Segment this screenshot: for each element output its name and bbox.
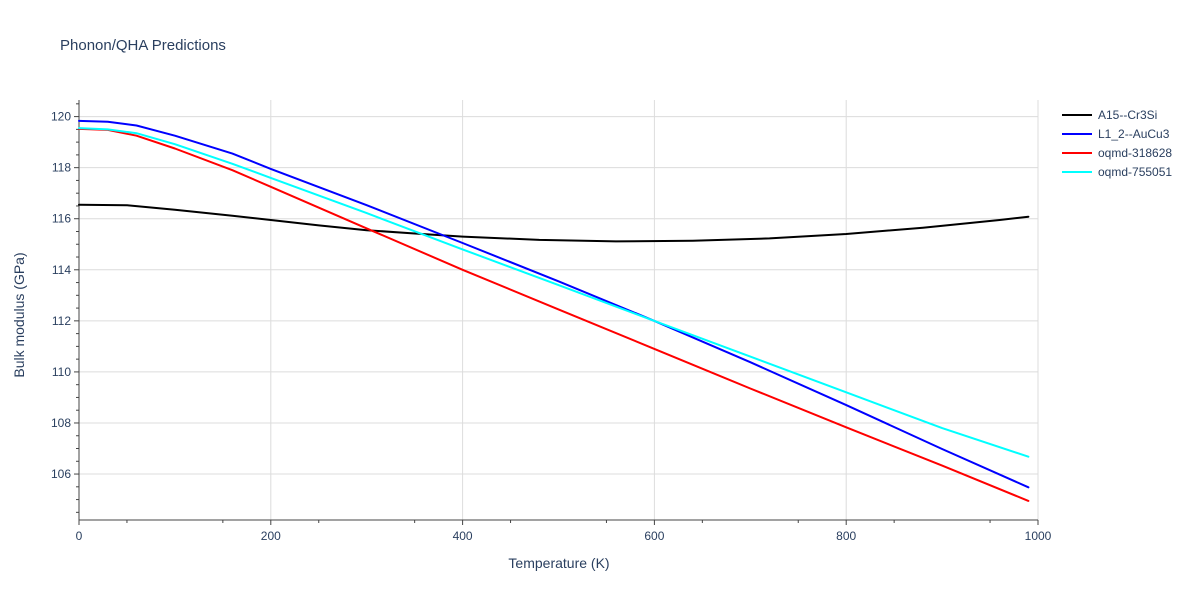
y-tick-label: 108 (51, 416, 71, 430)
plot-area (78, 119, 1030, 502)
x-tick-label: 400 (453, 529, 473, 543)
legend-item[interactable]: oqmd-318628 (1062, 146, 1172, 160)
x-tick-label: 800 (836, 529, 856, 543)
x-tick-label: 600 (644, 529, 664, 543)
legend-label: oqmd-318628 (1098, 146, 1172, 160)
legend-item[interactable]: L1_2--AuCu3 (1062, 127, 1170, 141)
y-tick-label: 120 (51, 110, 71, 124)
legend-label: L1_2--AuCu3 (1098, 127, 1170, 141)
legend-item[interactable]: oqmd-755051 (1062, 165, 1172, 179)
legend-item[interactable]: A15--Cr3Si (1062, 108, 1157, 122)
series-line-L1_2--AuCu3 (78, 119, 1030, 489)
legend-label: oqmd-755051 (1098, 165, 1172, 179)
axes: 0 200 400 600 800 1000 106 108 110 112 114 116 118 12… (51, 100, 1052, 543)
legend: A15--Cr3Si L1_2--AuCu3 oqmd-318628 oqmd-755… (1062, 108, 1172, 179)
x-tick-label: 200 (261, 529, 281, 543)
y-tick-label: 112 (52, 314, 71, 328)
y-tick-label: 116 (52, 212, 71, 226)
y-tick-label: 106 (51, 467, 71, 481)
y-axis-label: Bulk modulus (GPa) (11, 252, 27, 377)
chart-title: Phonon/QHA Predictions (60, 37, 226, 54)
grid-lines (79, 100, 1039, 520)
y-tick-label: 114 (52, 263, 71, 277)
series-line-oqmd-755051 (78, 127, 1030, 458)
x-tick-label: 1000 (1025, 529, 1052, 543)
y-tick-label: 110 (52, 365, 71, 379)
series-line-A15--Cr3Si (78, 203, 1030, 243)
series-line-oqmd-318628 (78, 127, 1030, 502)
legend-label: A15--Cr3Si (1098, 108, 1157, 122)
x-axis-label: Temperature (K) (508, 555, 609, 571)
x-tick-label: 0 (76, 529, 83, 543)
y-tick-label: 118 (52, 161, 71, 175)
